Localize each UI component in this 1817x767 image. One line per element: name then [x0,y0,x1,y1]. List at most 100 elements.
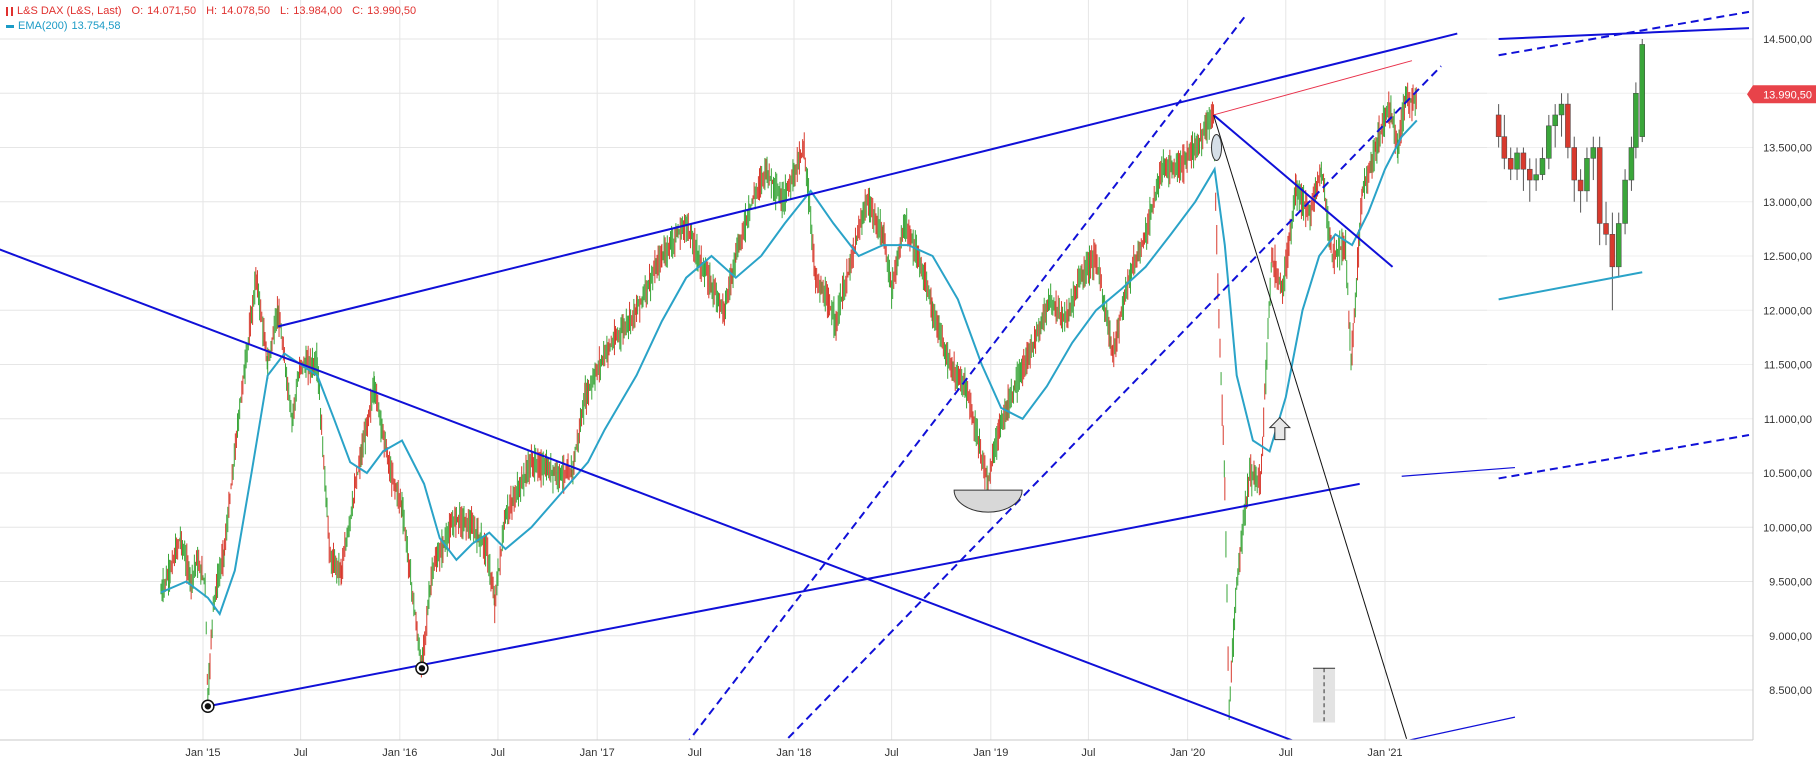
target-dot [204,703,212,710]
x-tick-label: Jan '21 [1367,747,1402,759]
up-arrow[interactable] [1268,416,1292,441]
dashed-channel-upper-line[interactable] [668,16,1246,767]
chart-legend: L&S DAX (L&S, Last) O: 14.071,50 H: 14.0… [6,4,416,34]
last-price-tag[interactable]: 13.990,50 [1747,85,1816,104]
inset-candle-body [1539,158,1546,175]
ema-series [160,119,1418,617]
inset-candle-body [1628,147,1635,181]
x-tick-label: Jan '15 [185,747,220,759]
low-marker-2016[interactable] [415,661,429,676]
legend-high-value: 14.078,50 [221,5,271,17]
y-tick-label: 13.000,00 [1763,197,1812,209]
inset-dashed-bottom-line [1498,434,1750,480]
y-tick-label: 10.000,00 [1763,522,1812,534]
legend-low-label: L: [280,5,290,17]
rising-base-line[interactable] [207,482,1360,708]
x-tick-label: Jul [885,747,899,759]
rising-base-extension-line[interactable] [1401,466,1516,477]
inset-candle-body [1609,234,1616,268]
legend-close-label: C: [352,5,364,17]
dashed-channel-lower-line[interactable] [760,65,1442,767]
y-tick-label: 13.500,00 [1763,143,1812,155]
y-tick-label: 14.500,00 [1763,34,1812,46]
legend-instrument: L&S DAX (L&S, Last) [17,5,122,17]
ellipse-high[interactable] [1211,134,1223,161]
inset-candle-body [1546,125,1552,159]
legend-high-label: H: [206,5,218,17]
bowl-shape [953,489,1023,513]
x-tick-label: Jul [294,747,308,759]
x-tick-label: Jul [688,747,702,759]
y-tick-label: 12.000,00 [1763,305,1812,317]
low-marker-2015[interactable] [201,699,215,714]
range-bar-fill [1313,668,1336,723]
x-tick-label: Jan '20 [1170,747,1205,759]
inset-candle-body [1533,174,1539,181]
candlestick-icon [6,7,13,16]
inset-candle-body [1639,44,1645,137]
price-tag-label: 13.990,50 [1763,89,1812,101]
zoom-inset [1495,10,1750,480]
dashed-range-bar[interactable] [1313,667,1336,723]
inset-candle-body [1615,223,1622,268]
y-tick-label: 9.500,00 [1769,577,1812,589]
inset-candle-body [1590,147,1597,159]
inset-candle-body [1565,103,1571,148]
legend-ema-label: EMA(200) [18,20,68,32]
zoom-inset-background [1487,0,1753,440]
ema-line-icon [6,25,14,28]
x-tick-label: Jan '19 [973,747,1008,759]
y-tick-label: 8.500,00 [1769,685,1812,697]
x-axis-panel [0,740,1817,767]
upper-channel-line[interactable] [277,32,1458,328]
legend-ohlc-row[interactable]: L&S DAX (L&S, Last) O: 14.071,50 H: 14.0… [6,4,416,19]
legend-ema-row[interactable]: EMA(200) 13.754,58 [6,19,416,34]
price-series [160,82,1417,720]
inset-candle-body [1622,179,1628,224]
inset-candle-body [1520,152,1527,170]
inset-candle-body [1527,168,1533,181]
inset-candle-body [1495,114,1502,137]
inset-solid-top-line [1498,27,1750,40]
x-tick-label: Jul [1081,747,1095,759]
inset-candle-body [1603,223,1609,235]
inset-candle-body [1633,93,1639,148]
legend-low-value: 13.984,00 [293,5,343,17]
y-tick-label: 10.500,00 [1763,468,1812,480]
trendlines[interactable] [0,16,1516,767]
x-tick-label: Jan '17 [580,747,615,759]
black-downline-line[interactable] [1213,114,1408,739]
descending-long-line[interactable] [0,202,1303,746]
legend-open-label: O: [131,5,144,17]
x-tick-label: Jul [1279,747,1293,759]
y-tick-label: 11.000,00 [1764,414,1812,426]
inset-candle-body [1571,147,1577,181]
x-tick-label: Jan '18 [776,747,811,759]
descending-from-2020-high-line[interactable] [1212,114,1394,268]
pink-line-line[interactable] [1213,60,1413,116]
x-tick-label: Jul [491,747,505,759]
inset-candle-body [1514,152,1520,170]
x-tick-label: Jan '16 [382,747,417,759]
inset-candle-body [1552,114,1558,127]
legend-close-value: 13.990,50 [367,5,417,17]
y-tick-label: 11.500,00 [1764,360,1812,372]
inset-candle-body [1584,158,1590,192]
zoom-inset-panel [1487,0,1753,440]
legend-open-value: 14.071,50 [147,5,197,17]
chart-annotations[interactable] [201,134,1336,723]
y-tick-label: 9.000,00 [1769,631,1812,643]
inset-candle-body [1558,103,1565,116]
inset-candle-body [1577,179,1584,192]
ema-line [160,119,1418,617]
price-tag-shape [1747,85,1816,104]
inset-candle-body [1596,147,1603,224]
y-axis-panel [1753,0,1817,767]
inset-ema-line [1498,271,1643,301]
inset-candle-body [1501,136,1508,159]
rounded-bottom[interactable] [953,489,1023,513]
inset-candle-body [1507,158,1514,170]
